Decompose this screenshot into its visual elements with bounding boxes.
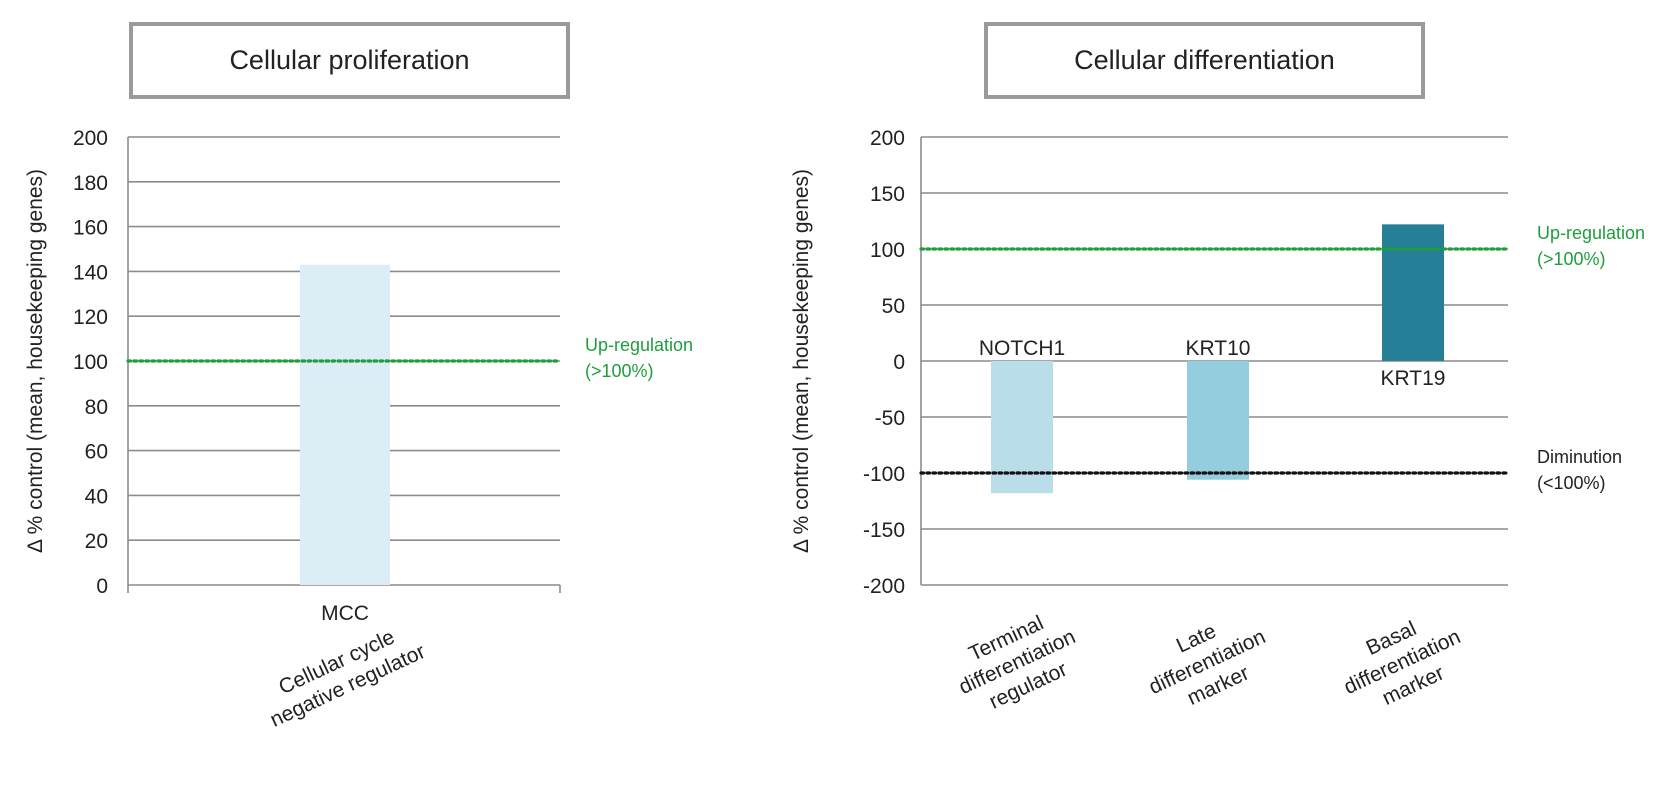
reference-label: Up-regulation xyxy=(585,335,693,355)
y-tick-label: -100 xyxy=(863,463,905,486)
category-label: Terminaldifferentiationregulator xyxy=(944,602,1090,723)
category-label: Latedifferentiationmarker xyxy=(1134,602,1280,723)
y-axis-label: Δ % control (mean, housekeeping genes) xyxy=(24,169,47,553)
chart-title: Cellular proliferation xyxy=(229,45,469,75)
bar-notch1 xyxy=(991,361,1053,494)
reference-label: Diminution xyxy=(1537,447,1622,467)
y-tick-label: 50 xyxy=(882,295,905,318)
y-tick-label: 60 xyxy=(85,441,108,464)
y-tick-label: 180 xyxy=(73,172,108,195)
y-tick-label: 160 xyxy=(73,217,108,240)
bar-krt19 xyxy=(1382,224,1444,361)
gene-label-krt19: KRT19 xyxy=(1381,367,1446,390)
y-tick-label: 20 xyxy=(85,530,108,553)
bar-mcc xyxy=(300,264,390,585)
reference-label: Up-regulation xyxy=(1537,223,1645,243)
chart-title: Cellular differentiation xyxy=(1074,45,1335,75)
y-tick-label: 200 xyxy=(870,127,905,150)
y-tick-label: 100 xyxy=(870,239,905,262)
y-tick-label: 100 xyxy=(73,351,108,374)
y-tick-label: -200 xyxy=(863,575,905,598)
y-axis-label: Δ % control (mean, housekeeping genes) xyxy=(790,169,813,553)
gene-label-krt10: KRT10 xyxy=(1186,337,1251,360)
gene-label-notch1: NOTCH1 xyxy=(979,337,1065,360)
gene-label-mcc: MCC xyxy=(321,602,369,625)
reference-label: (>100%) xyxy=(585,361,654,381)
y-tick-label: 140 xyxy=(73,261,108,284)
y-tick-label: 80 xyxy=(85,396,108,419)
category-label: Cellular cyclenegative regulator xyxy=(256,616,429,731)
chart-title-box xyxy=(984,22,1425,99)
y-tick-label: 0 xyxy=(96,575,108,598)
y-tick-label: 150 xyxy=(870,183,905,206)
bar-krt10 xyxy=(1187,361,1249,480)
y-tick-label: 120 xyxy=(73,306,108,329)
reference-label: (<100%) xyxy=(1537,473,1606,493)
chart-title-box xyxy=(129,22,570,99)
reference-label: (>100%) xyxy=(1537,249,1606,269)
y-tick-label: 40 xyxy=(85,485,108,508)
y-tick-label: -50 xyxy=(875,407,905,430)
category-label: Basaldifferentiationmarker xyxy=(1329,602,1475,723)
y-tick-label: 0 xyxy=(893,351,905,374)
y-tick-label: -150 xyxy=(863,519,905,542)
y-tick-label: 200 xyxy=(73,127,108,150)
